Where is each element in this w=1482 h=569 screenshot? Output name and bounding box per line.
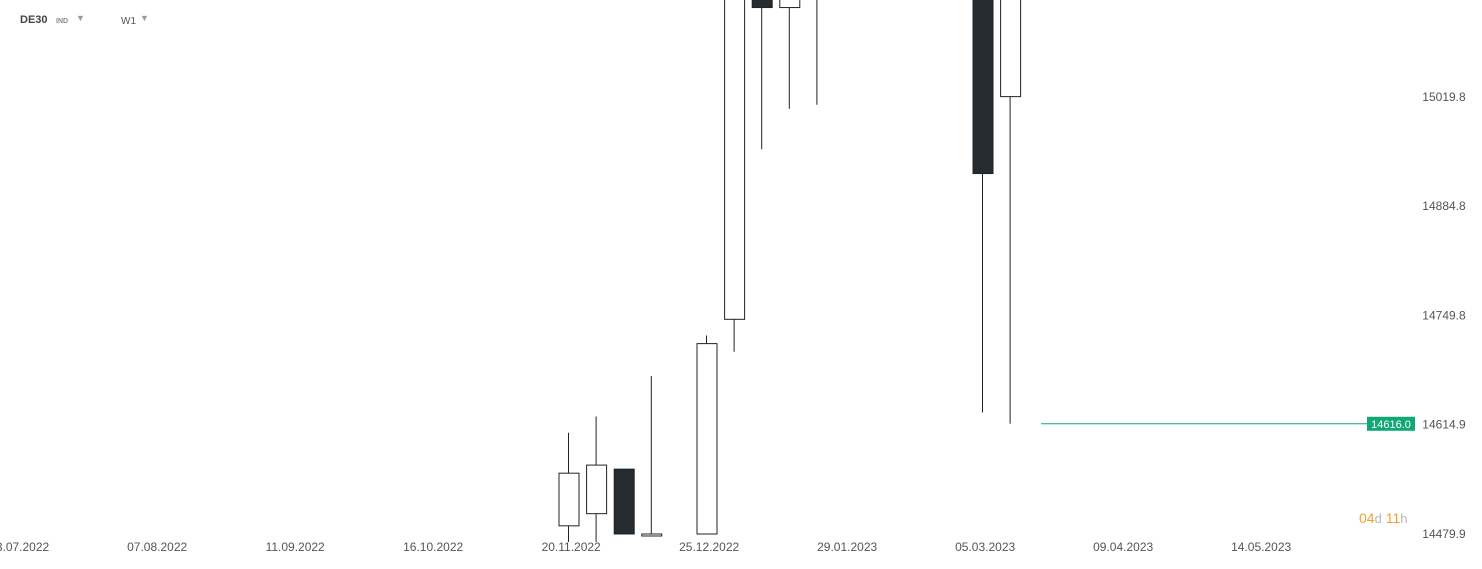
y-tick-14614.9: 14614.9 <box>1422 418 1466 432</box>
x-tick-03.07.2022: 03.07.2022 <box>0 540 50 554</box>
x-tick-16.10.2022: 16.10.2022 <box>403 540 463 554</box>
x-tick-09.04.2023: 09.04.2023 <box>1093 540 1153 554</box>
timeframe-dropdown-chevron-icon[interactable]: ▼ <box>140 13 149 23</box>
instrument-class-label: IND <box>56 18 69 25</box>
countdown-days-unit: d <box>1374 511 1382 526</box>
x-tick-11.09.2022: 11.09.2022 <box>266 540 325 554</box>
level-tag-text-14616.0: 14616.0 <box>1371 419 1411 431</box>
level-tag-14616.0 <box>1367 416 1415 431</box>
symbol-dropdown-chevron-icon[interactable]: ▼ <box>76 13 85 23</box>
candle-body-27.02.2023 <box>972 0 994 175</box>
candle-body-19.12.2022 <box>696 343 718 535</box>
y-tick-14884.8: 14884.8 <box>1422 199 1466 213</box>
x-tick-29.01.2023: 29.01.2023 <box>817 540 877 554</box>
candle-body-09.01.2023 <box>779 0 801 9</box>
candle-countdown: 04d 11h <box>1359 510 1407 526</box>
candle-body-02.01.2023 <box>751 0 773 9</box>
countdown-hours-unit: h <box>1400 511 1408 526</box>
candle-body-26.12.2022 <box>724 0 746 320</box>
x-tick-07.08.2022: 07.08.2022 <box>127 540 187 554</box>
countdown-days: 04 <box>1359 510 1375 526</box>
candle-body-28.11.2022 <box>613 468 635 535</box>
countdown-hours: 11 <box>1385 510 1401 526</box>
x-tick-05.03.2023: 05.03.2023 <box>955 540 1015 554</box>
x-tick-20.11.2022: 20.11.2022 <box>542 540 601 554</box>
y-tick-14479.9: 14479.9 <box>1422 527 1466 541</box>
symbol-label[interactable]: DE30 <box>20 14 48 26</box>
candle-body-14.11.2022 <box>558 472 580 527</box>
candle-body-21.11.2022 <box>586 464 608 515</box>
timeframe-label[interactable]: W1 <box>121 16 136 27</box>
x-tick-25.12.2022: 25.12.2022 <box>679 540 739 554</box>
y-tick-14749.8: 14749.8 <box>1422 308 1466 322</box>
candle-body-05.12.2022 <box>641 533 663 537</box>
x-tick-14.05.2023: 14.05.2023 <box>1231 540 1291 554</box>
y-tick-15019.8: 15019.8 <box>1422 90 1466 104</box>
candle-body-06.03.2023 <box>1000 0 1022 98</box>
